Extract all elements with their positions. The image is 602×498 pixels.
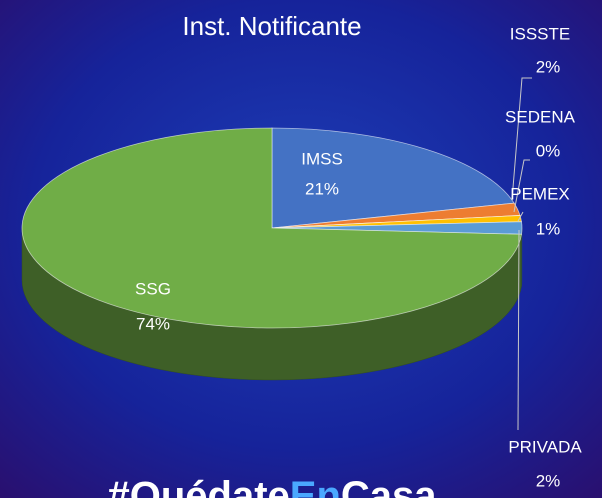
hashtag-part: En — [290, 474, 341, 498]
slice-value-label: 2% — [536, 57, 561, 76]
slice-value-label: 74% — [136, 314, 170, 333]
slice — [21, 127, 522, 329]
chart-title: Inst. Notificante — [182, 11, 361, 41]
slice-label: PRIVADA — [508, 437, 582, 456]
slice-label: ISSSTE — [510, 24, 570, 43]
slice-label: SEDENA — [505, 107, 576, 126]
slice — [271, 127, 515, 229]
leader-line — [517, 229, 520, 431]
slice-label: IMSS — [301, 149, 343, 168]
slice-label: SSG — [135, 279, 171, 298]
slice-value-label: 21% — [305, 179, 339, 198]
slice-value-label: 0% — [536, 141, 561, 160]
slice-label: PEMEX — [510, 184, 570, 203]
leader-line — [517, 211, 524, 222]
slice-value-label: 1% — [536, 219, 561, 238]
hashtag-part: #Quédate — [107, 474, 289, 498]
leader-line — [513, 159, 530, 213]
hashtag: #QuédateEnCasa — [107, 474, 437, 498]
hashtag-part: Casa — [341, 474, 437, 498]
leader-line — [511, 77, 532, 201]
slice-value-label: 2% — [536, 471, 561, 490]
